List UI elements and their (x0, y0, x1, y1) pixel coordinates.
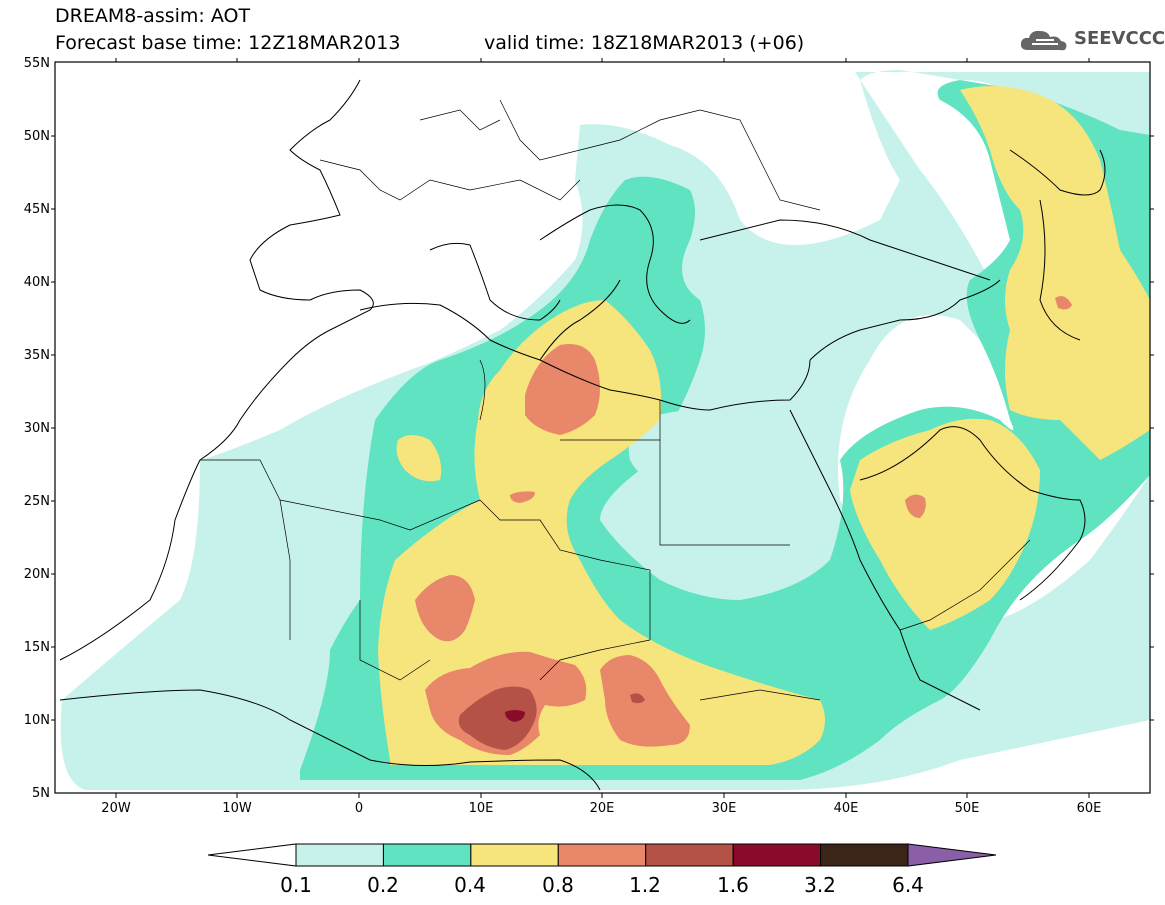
colorbar-label: 1.2 (629, 873, 661, 897)
aot-contour-1-2 (458, 686, 645, 750)
colorbar-label: 0.8 (542, 873, 574, 897)
x-tick-label: 10W (222, 801, 252, 816)
colorbar-cell (557, 843, 647, 867)
x-tick-label: 10E (469, 801, 494, 816)
y-tick-label: 45N (24, 202, 50, 217)
colorbar-low-arrow (207, 843, 297, 867)
x-tick-label: 50E (955, 801, 980, 816)
y-tick-label: 30N (24, 421, 50, 436)
colorbar-label: 1.6 (717, 873, 749, 897)
y-tick-label: 40N (24, 275, 50, 290)
forecast-base-time: Forecast base time: 12Z18MAR2013 (55, 32, 401, 54)
coastlines (59, 79, 1106, 791)
colorbar: 0.1 0.2 0.4 0.8 1.2 1.6 3.2 6.4 (207, 843, 997, 897)
colorbar-label: 3.2 (804, 873, 836, 897)
aot-contour-1-6 (505, 710, 525, 722)
aot-contour-hole (628, 410, 810, 480)
colorbar-cell (470, 843, 559, 867)
colorbar-label: 6.4 (892, 873, 924, 897)
colorbar-high-arrow (907, 843, 997, 867)
colorbar-cell (732, 843, 822, 867)
x-tick-label: 30E (712, 801, 737, 816)
tick-marks (51, 58, 1154, 798)
country-borders (200, 99, 1031, 701)
x-tick-label: 0 (355, 801, 363, 816)
colorbar-label: 0.1 (280, 873, 312, 897)
y-tick-label: 50N (24, 129, 50, 144)
x-axis: 20W 10W 0 10E 20E 30E 40E 50E 60E (101, 801, 1101, 816)
seevccc-logo: SEEVCCC (1018, 26, 1165, 54)
y-axis: 5N 10N 15N 20N 25N 30N 35N 40N 45N 50N 5… (24, 56, 50, 801)
y-tick-label: 35N (24, 348, 50, 363)
colorbar-label: 0.2 (367, 873, 399, 897)
y-tick-label: 10N (24, 713, 50, 728)
colorbar-cell (820, 843, 909, 867)
x-tick-label: 40E (834, 801, 859, 816)
colorbar-cell (295, 843, 384, 867)
x-tick-label: 20E (590, 801, 615, 816)
logo-text: SEEVCCC (1074, 28, 1165, 49)
map-title: DREAM8-assim: AOT (55, 5, 251, 27)
cloud-logo-icon (1020, 30, 1067, 51)
colorbar-cell (645, 843, 734, 867)
y-tick-label: 5N (32, 786, 50, 801)
colorbar-cell (382, 843, 472, 867)
x-tick-label: 60E (1077, 801, 1102, 816)
valid-time: valid time: 18Z18MAR2013 (+06) (484, 32, 805, 54)
y-tick-label: 25N (24, 494, 50, 509)
colorbar-label: 0.4 (454, 873, 486, 897)
aot-map: 20W 10W 0 10E 20E 30E 40E 50E 60E 5N 10N… (24, 56, 1154, 816)
y-tick-label: 55N (24, 56, 50, 71)
y-tick-label: 15N (24, 640, 50, 655)
x-tick-label: 20W (101, 801, 131, 816)
y-tick-label: 20N (24, 567, 50, 582)
